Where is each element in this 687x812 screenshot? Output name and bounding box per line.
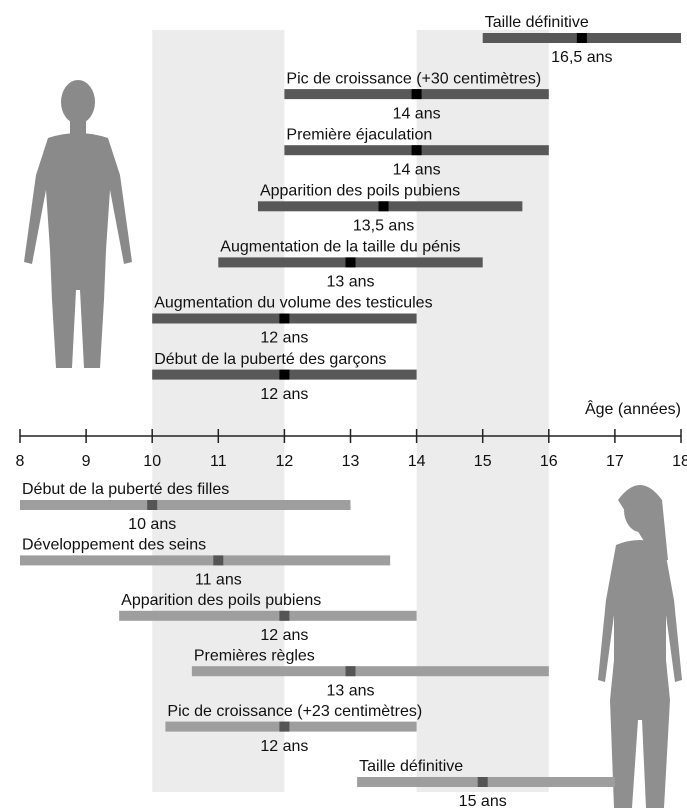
median-marker [279, 721, 290, 732]
range-bar [119, 610, 417, 621]
median-marker [345, 257, 356, 268]
range-bar [257, 201, 523, 212]
value-label: 11 ans [195, 572, 242, 589]
x-tick-label: 17 [606, 453, 624, 470]
value-label: 14 ans [393, 161, 441, 178]
range-label: Début de la puberté des garçons [154, 351, 386, 368]
range-label: Taille définitive [359, 758, 463, 775]
range-bar [20, 500, 351, 510]
value-label: 14 ans [393, 105, 441, 122]
value-label: 12 ans [260, 738, 308, 755]
value-label: 15 ans [459, 793, 507, 810]
median-marker [279, 313, 290, 324]
x-tick-label: 15 [474, 453, 492, 470]
range-bar [20, 555, 391, 566]
median-marker [477, 777, 488, 787]
range-label: Apparition des poils pubiens [121, 592, 321, 609]
median-marker [411, 145, 422, 156]
x-tick-label: 9 [82, 453, 91, 470]
range-label: Apparition des poils pubiens [260, 183, 460, 200]
value-label: 13,5 ans [353, 218, 414, 235]
median-marker [279, 610, 290, 621]
value-label: 13 ans [326, 274, 374, 291]
median-marker [213, 555, 224, 566]
range-bar [191, 666, 549, 677]
range-label: Début de la puberté des filles [22, 481, 229, 498]
range-label: Premières règles [194, 647, 315, 664]
median-marker [411, 89, 422, 100]
x-axis-label: Âge (années) [585, 399, 681, 418]
x-tick-label: 10 [143, 453, 161, 470]
value-label: 10 ans [128, 516, 176, 533]
median-marker [279, 369, 290, 380]
range-label: Taille définitive [485, 14, 589, 31]
median-marker [147, 500, 158, 510]
x-tick-label: 8 [16, 453, 25, 470]
range-label: Augmentation du volume des testicules [154, 295, 432, 312]
boy-silhouette [24, 80, 132, 368]
median-marker [345, 666, 356, 677]
x-tick-label: 16 [540, 453, 558, 470]
x-tick-label: 18 [672, 453, 687, 470]
value-label: 12 ans [260, 330, 308, 347]
shaded-band [152, 30, 285, 792]
value-label: 12 ans [260, 627, 308, 644]
value-label: 16,5 ans [551, 49, 612, 66]
value-label: 12 ans [260, 386, 308, 403]
median-marker [378, 201, 389, 212]
girl-silhouette [598, 485, 682, 808]
range-bar [165, 721, 417, 732]
range-label: Développement des seins [22, 537, 206, 554]
range-label: Première éjaculation [286, 126, 432, 143]
median-marker [576, 33, 587, 43]
x-tick-label: 12 [276, 453, 294, 470]
x-tick-label: 14 [408, 453, 426, 470]
range-label: Pic de croissance (+30 centimètres) [286, 70, 541, 87]
x-tick-label: 11 [210, 453, 227, 470]
x-tick-label: 13 [342, 453, 360, 470]
range-label: Augmentation de la taille du pénis [220, 239, 460, 256]
value-label: 13 ans [326, 682, 374, 699]
shaded-band [416, 30, 549, 792]
range-label: Pic de croissance (+23 centimètres) [167, 703, 422, 720]
